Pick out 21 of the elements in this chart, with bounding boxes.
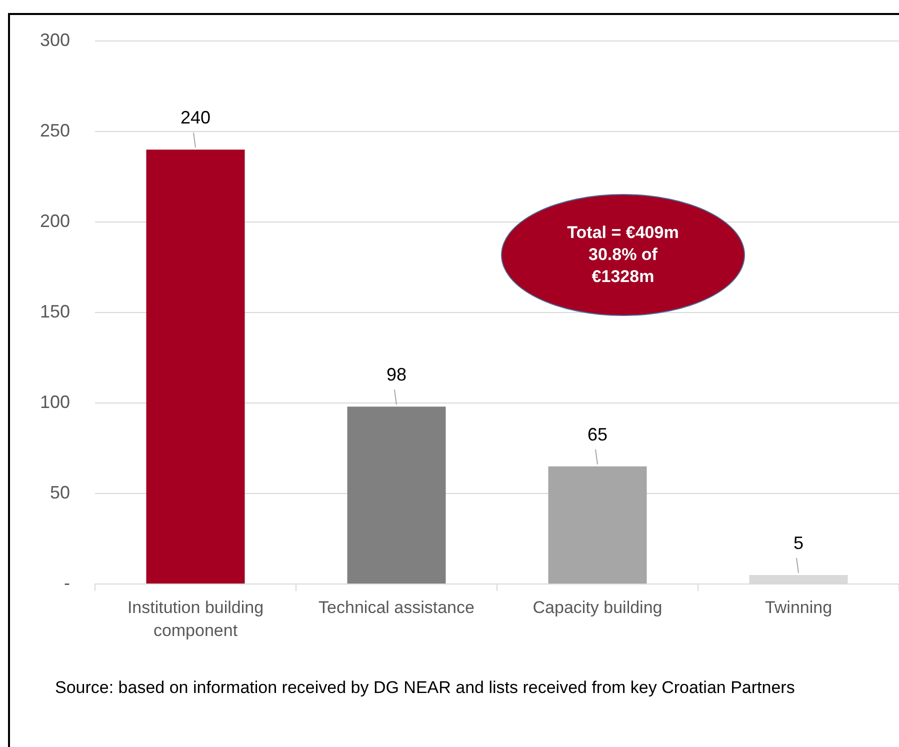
x-tick-label: Capacity building	[532, 598, 662, 618]
data-label: 98	[386, 364, 407, 385]
source-note: Source: based on information received by DG NEAR and lists received from key Croatian Partners	[55, 677, 796, 699]
data-label: 240	[180, 108, 211, 128]
annotation: Total = €409m 30.8% of €1328m	[566, 222, 680, 288]
x-tick-label: Technical assistance	[318, 598, 474, 618]
y-tick-label: 50	[50, 482, 70, 502]
data-label: 5	[793, 532, 804, 553]
y-tick-label: 100	[40, 392, 70, 412]
x-tick-label: Twinning	[764, 598, 832, 618]
y-tick-label: -	[64, 572, 70, 593]
y-tick-label: 150	[40, 301, 70, 322]
y-tick-label: 250	[40, 120, 70, 140]
y-tick-label: 200	[40, 210, 70, 231]
bar	[347, 406, 446, 584]
bar	[146, 150, 245, 584]
bar	[548, 466, 647, 584]
data-label: 65	[587, 424, 608, 444]
oval-callout: Total = €409m 30.8% of €1328m	[501, 194, 745, 316]
x-tick-label: Institution building component	[127, 598, 264, 640]
y-tick-label: 300	[40, 30, 70, 50]
